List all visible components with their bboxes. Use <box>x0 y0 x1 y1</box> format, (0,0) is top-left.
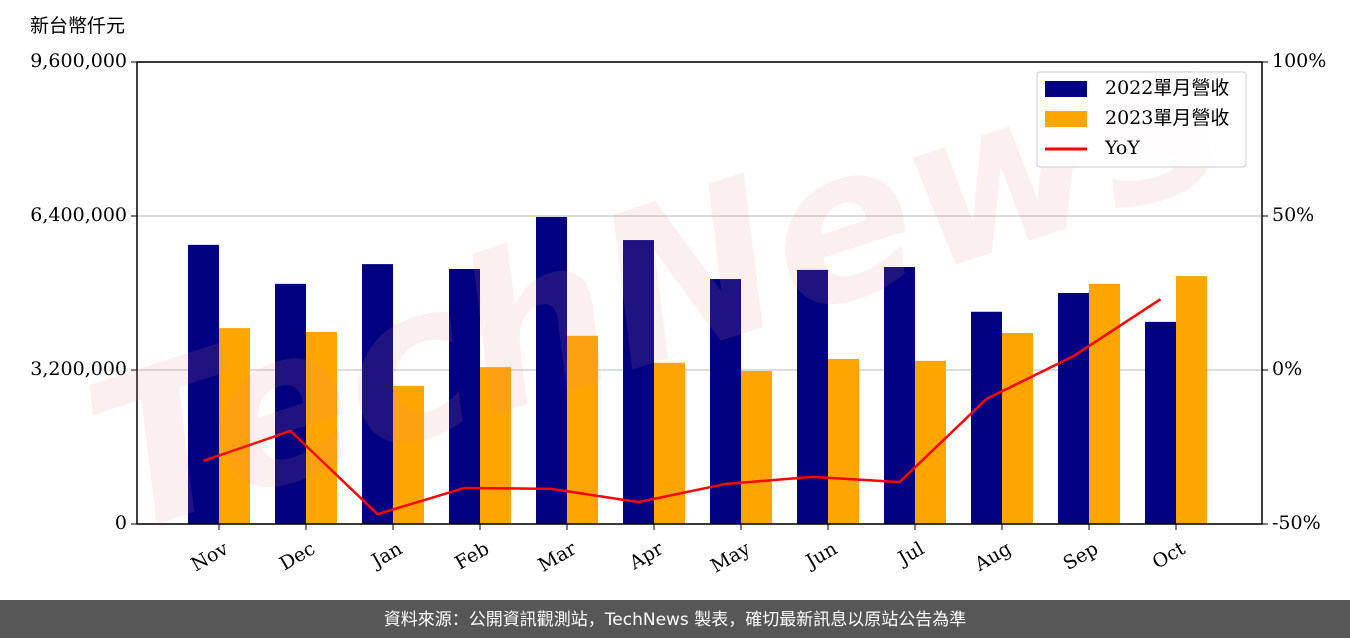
bar <box>623 240 654 524</box>
y-tick-label: 6,400,000 <box>30 204 127 226</box>
y2-tick-label: 50% <box>1272 204 1314 226</box>
y2-tick-label: 0% <box>1272 358 1302 380</box>
legend-box <box>1036 71 1247 168</box>
legend-label: YoY <box>1104 137 1140 159</box>
bar <box>536 216 567 524</box>
x-tick-label: Feb <box>451 538 493 575</box>
bar <box>1145 321 1176 524</box>
y-axis-label: 新台幣仟元 <box>30 15 125 37</box>
footer: 資料來源：公開資訊觀測站，TechNews 製表，確切最新訊息以原站公告為準 <box>384 610 966 630</box>
x-tick-label: Sep <box>1059 538 1102 575</box>
bar <box>1089 283 1120 524</box>
bar <box>1002 332 1033 524</box>
y-tick-label: 0 <box>115 512 127 534</box>
bar <box>741 370 772 524</box>
x-tick-label: Aug <box>970 538 1015 577</box>
line <box>203 298 1162 516</box>
legend-label: 2023單月營收 <box>1105 107 1229 129</box>
legend-swatch <box>1045 111 1087 127</box>
footer-bar <box>0 600 1350 638</box>
bar <box>828 358 859 524</box>
bar <box>362 264 393 524</box>
bar <box>275 283 306 524</box>
x-tick-label: Oct <box>1149 537 1190 573</box>
bar <box>219 328 250 524</box>
bar <box>971 311 1002 524</box>
bar <box>449 268 480 524</box>
x-tick-label: Jan <box>366 538 406 574</box>
y2-tick-label: -50% <box>1272 512 1321 534</box>
x-tick-label: Jun <box>800 538 841 574</box>
x-tick-label: Jul <box>893 538 928 571</box>
y-tick-label: 9,600,000 <box>30 50 127 72</box>
legend-label: 2022單月營收 <box>1105 77 1229 99</box>
y2-tick-label: 100% <box>1272 50 1326 72</box>
x-tick-label: Mar <box>534 537 580 576</box>
x-tick-label: Dec <box>276 538 319 576</box>
bar <box>188 244 219 524</box>
bar <box>1176 276 1207 524</box>
bar <box>306 331 337 524</box>
legend-swatch <box>1045 81 1087 97</box>
bar <box>797 269 828 524</box>
x-tick-label: Apr <box>625 537 668 574</box>
plot-frame <box>136 61 1263 525</box>
bar <box>1058 293 1089 524</box>
x-tick-label: May <box>707 537 754 577</box>
y-tick-label: 3,200,000 <box>30 358 127 380</box>
bar <box>480 367 511 524</box>
